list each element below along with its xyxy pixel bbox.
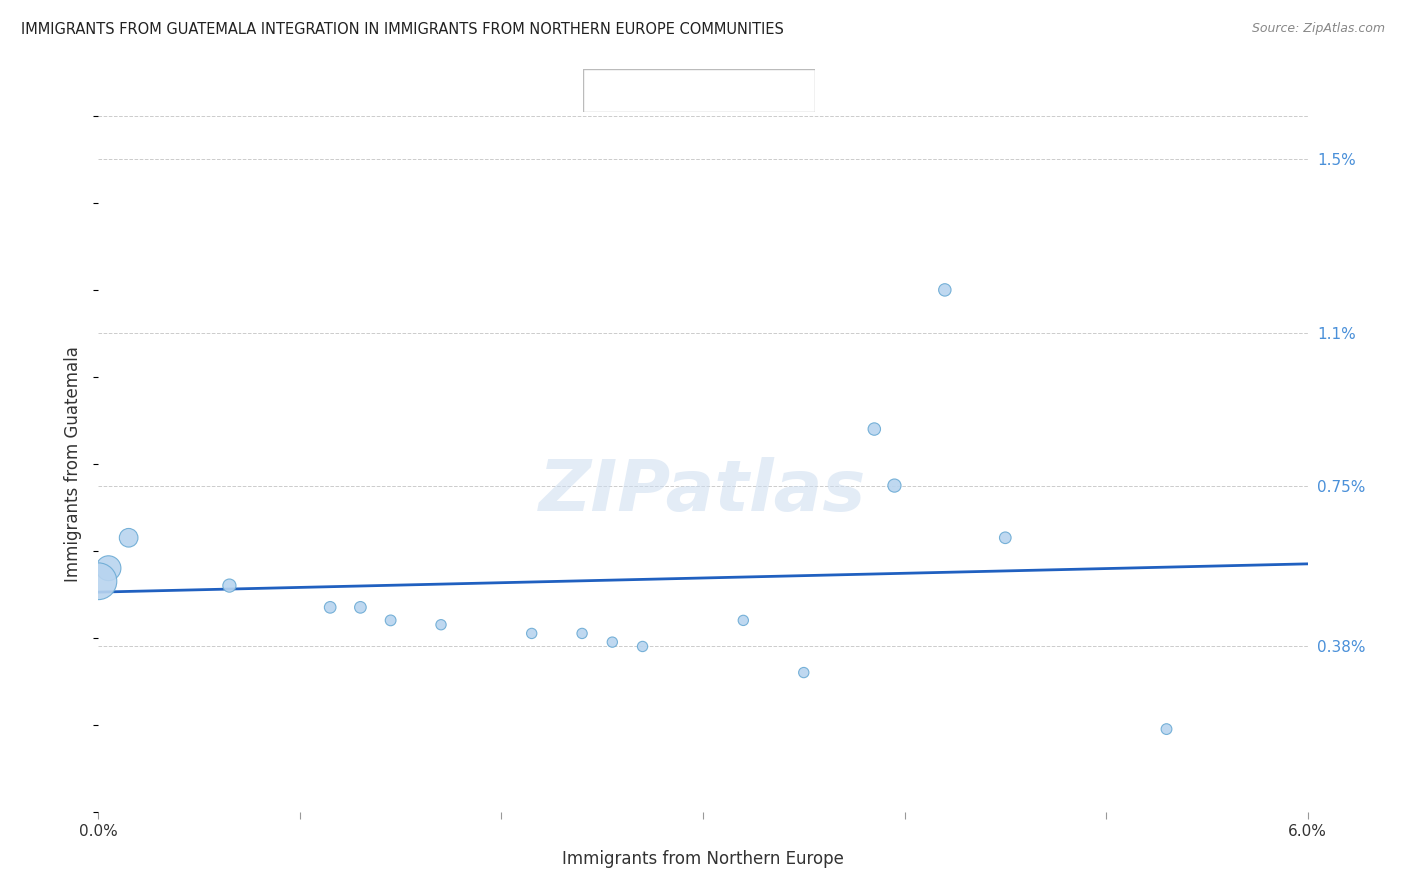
Point bbox=[1156, 722, 1178, 736]
Point bbox=[631, 640, 654, 654]
Point bbox=[994, 531, 1017, 545]
Point bbox=[733, 614, 755, 628]
Text: R =: R = bbox=[612, 81, 651, 99]
Point bbox=[520, 626, 543, 640]
Text: 0.074: 0.074 bbox=[662, 81, 714, 99]
Text: N =: N = bbox=[711, 81, 762, 99]
Text: ZIPatlas: ZIPatlas bbox=[540, 458, 866, 526]
Point bbox=[319, 600, 342, 615]
Point bbox=[118, 531, 141, 545]
Point bbox=[934, 283, 956, 297]
X-axis label: Immigrants from Northern Europe: Immigrants from Northern Europe bbox=[562, 850, 844, 868]
FancyBboxPatch shape bbox=[583, 69, 815, 112]
Point bbox=[380, 614, 402, 628]
Point bbox=[349, 600, 371, 615]
Y-axis label: Immigrants from Guatemala: Immigrants from Guatemala bbox=[65, 346, 83, 582]
Point bbox=[883, 478, 905, 492]
Point bbox=[602, 635, 624, 649]
Point bbox=[430, 617, 453, 632]
Text: IMMIGRANTS FROM GUATEMALA INTEGRATION IN IMMIGRANTS FROM NORTHERN EUROPE COMMUNI: IMMIGRANTS FROM GUATEMALA INTEGRATION IN… bbox=[21, 22, 785, 37]
Point bbox=[218, 579, 240, 593]
Point bbox=[87, 574, 110, 589]
Text: 18: 18 bbox=[773, 81, 796, 99]
Point bbox=[97, 561, 120, 575]
Point bbox=[793, 665, 815, 680]
Point bbox=[571, 626, 593, 640]
Text: Source: ZipAtlas.com: Source: ZipAtlas.com bbox=[1251, 22, 1385, 36]
Point bbox=[863, 422, 886, 436]
